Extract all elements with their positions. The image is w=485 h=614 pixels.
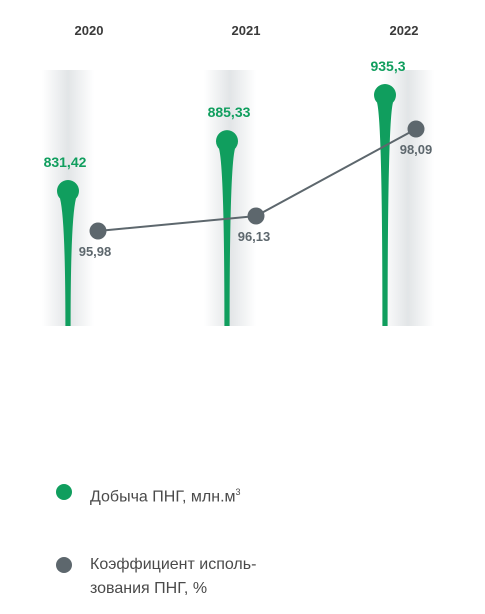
production-label-2020: 831,42 <box>44 154 87 170</box>
production-stem-2022 <box>377 102 393 326</box>
production-stem-2021 <box>219 148 235 326</box>
coefficient-label-2022: 98,09 <box>400 142 433 157</box>
year-label-2020: 2020 <box>75 23 104 38</box>
legend-coefficient-line1: Коэффициент исполь- <box>90 556 257 573</box>
year-label-2021: 2021 <box>232 23 261 38</box>
legend-coefficient-line2: зования ПНГ, % <box>90 580 208 597</box>
production-label-2022: 935,3 <box>370 58 405 74</box>
legend-production-label: Добыча ПНГ, млн.м3 <box>90 480 241 509</box>
chart: 2020 2021 2022 831,42 885,33 935,3 95,98 96,13… <box>42 23 434 326</box>
production-point-2022 <box>374 84 396 106</box>
coefficient-point-2022 <box>407 120 425 138</box>
legend-gray-dot <box>56 557 72 573</box>
production-point-2020 <box>57 180 79 202</box>
production-point-2021 <box>216 130 238 153</box>
legend-production-sup: 3 <box>235 487 241 497</box>
production-stem-2020 <box>60 198 76 326</box>
legend-green-dot <box>56 484 72 500</box>
coefficient-label-2021: 96,13 <box>238 229 271 244</box>
coefficient-point-2021 <box>247 207 265 225</box>
legend-production-text: Добыча ПНГ, млн.м <box>90 488 236 506</box>
year-label-2022: 2022 <box>390 23 419 38</box>
coefficient-point-2020 <box>89 222 107 240</box>
production-label-2021: 885,33 <box>208 104 251 120</box>
coefficient-label-2020: 95,98 <box>79 244 112 259</box>
